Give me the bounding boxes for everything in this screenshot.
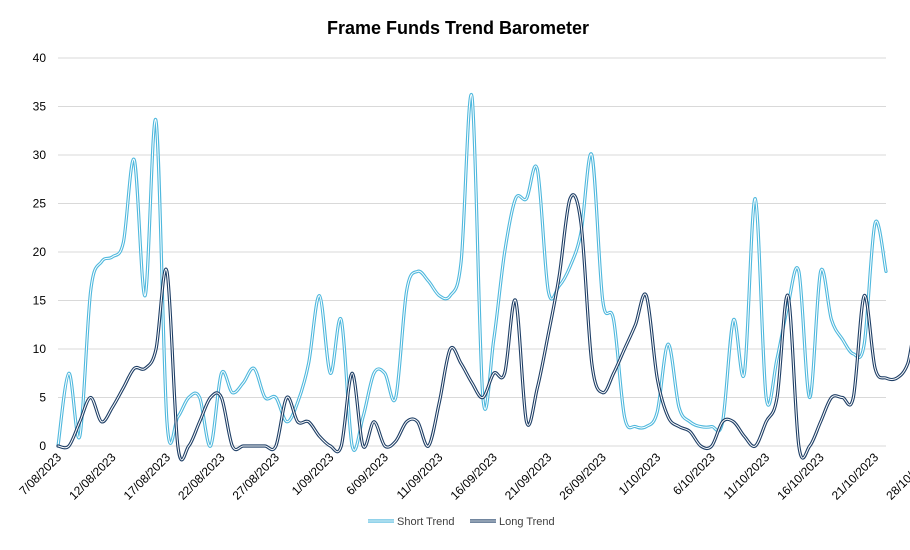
y-tick-label: 35 — [33, 100, 47, 114]
x-tick-label: 7/08/2023 — [16, 450, 64, 498]
y-tick-label: 15 — [33, 294, 47, 308]
y-tick-label: 0 — [39, 439, 46, 453]
legend: Short Trend Long Trend — [368, 516, 555, 528]
short-trend-line — [56, 92, 888, 452]
y-axis: 0 5 10 15 20 25 30 35 40 — [33, 51, 47, 453]
x-tick-label: 6/10/2023 — [670, 450, 718, 498]
chart-title: Frame Funds Trend Barometer — [327, 18, 589, 38]
y-tick-label: 20 — [33, 245, 47, 259]
short-trend-line-inner — [57, 94, 887, 451]
x-tick-label: 21/09/2023 — [502, 450, 555, 503]
x-tick-label: 12/08/2023 — [66, 450, 119, 503]
x-tick-label: 11/09/2023 — [394, 450, 446, 502]
x-tick-label: 11/10/2023 — [721, 450, 773, 502]
long-trend-legend-label: Long Trend — [499, 516, 555, 528]
y-tick-label: 40 — [33, 51, 47, 65]
x-tick-label: 27/08/2023 — [230, 450, 283, 503]
y-tick-label: 5 — [39, 391, 46, 405]
series-lines — [56, 92, 910, 462]
x-tick-label: 26/09/2023 — [556, 450, 609, 503]
y-tick-label: 25 — [33, 197, 47, 211]
x-tick-label: 16/09/2023 — [448, 450, 501, 503]
x-tick-label: 21/10/2023 — [829, 450, 882, 503]
x-tick-label: 17/08/2023 — [121, 450, 174, 503]
gridlines — [58, 57, 886, 447]
y-tick-label: 10 — [33, 342, 47, 356]
short-trend-legend-label: Short Trend — [397, 516, 454, 528]
x-tick-label: 6/09/2023 — [343, 450, 391, 498]
long-trend-line-inner — [57, 194, 910, 461]
x-tick-label: 1/10/2023 — [616, 450, 664, 498]
y-tick-label: 30 — [33, 148, 47, 162]
long-trend-line — [56, 193, 910, 462]
x-axis: 7/08/2023 12/08/2023 17/08/2023 22/08/2023 2… — [16, 450, 910, 503]
x-tick-label: 1/09/2023 — [289, 450, 337, 498]
x-tick-label: 28/10/2023 — [883, 450, 910, 503]
